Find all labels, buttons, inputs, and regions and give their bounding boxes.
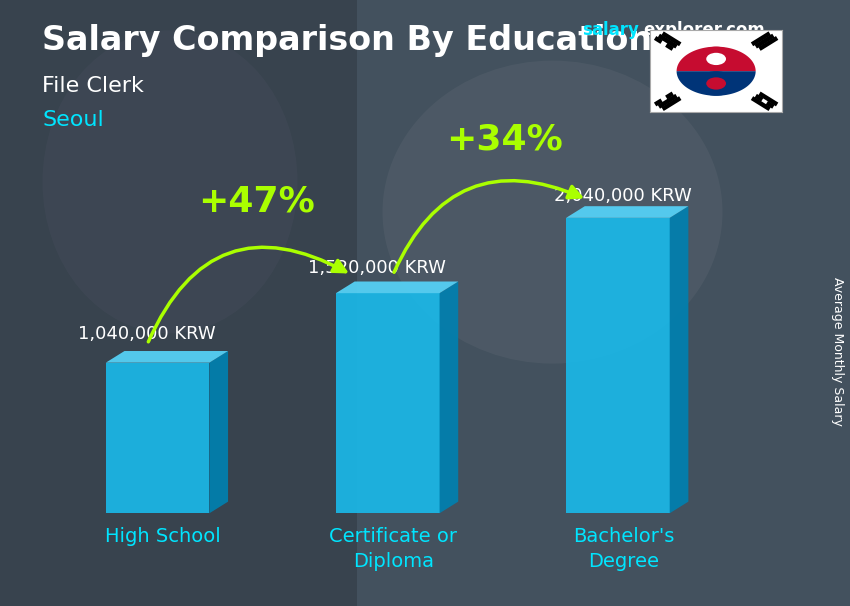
Circle shape <box>706 53 726 65</box>
Text: High School: High School <box>105 527 221 545</box>
Bar <box>357 0 850 606</box>
Bar <box>0 0 357 606</box>
Text: +47%: +47% <box>198 185 314 219</box>
Polygon shape <box>566 206 688 218</box>
Text: 1,520,000 KRW: 1,520,000 KRW <box>309 259 446 276</box>
Polygon shape <box>105 362 209 513</box>
Circle shape <box>706 78 726 90</box>
Text: 2,040,000 KRW: 2,040,000 KRW <box>554 187 692 205</box>
Polygon shape <box>677 47 756 72</box>
Text: Salary Comparison By Education: Salary Comparison By Education <box>42 24 653 57</box>
Text: Certificate or
Diploma: Certificate or Diploma <box>329 527 457 571</box>
Polygon shape <box>336 293 439 513</box>
Polygon shape <box>105 351 228 362</box>
Text: Bachelor's
Degree: Bachelor's Degree <box>573 527 674 571</box>
Text: +34%: +34% <box>446 122 563 156</box>
Text: File Clerk: File Clerk <box>42 76 144 96</box>
Text: 1,040,000 KRW: 1,040,000 KRW <box>78 325 216 342</box>
Polygon shape <box>566 218 670 513</box>
Polygon shape <box>336 282 458 293</box>
Circle shape <box>696 47 736 72</box>
Ellipse shape <box>42 30 298 333</box>
Text: salary: salary <box>582 21 639 39</box>
Text: Seoul: Seoul <box>42 110 105 130</box>
Circle shape <box>696 72 736 96</box>
Polygon shape <box>209 351 228 513</box>
Polygon shape <box>439 282 458 513</box>
Ellipse shape <box>382 61 722 364</box>
Circle shape <box>677 47 756 96</box>
Text: Average Monthly Salary: Average Monthly Salary <box>830 277 844 426</box>
Text: explorer.com: explorer.com <box>643 21 765 39</box>
Polygon shape <box>677 72 756 96</box>
Polygon shape <box>670 206 689 513</box>
